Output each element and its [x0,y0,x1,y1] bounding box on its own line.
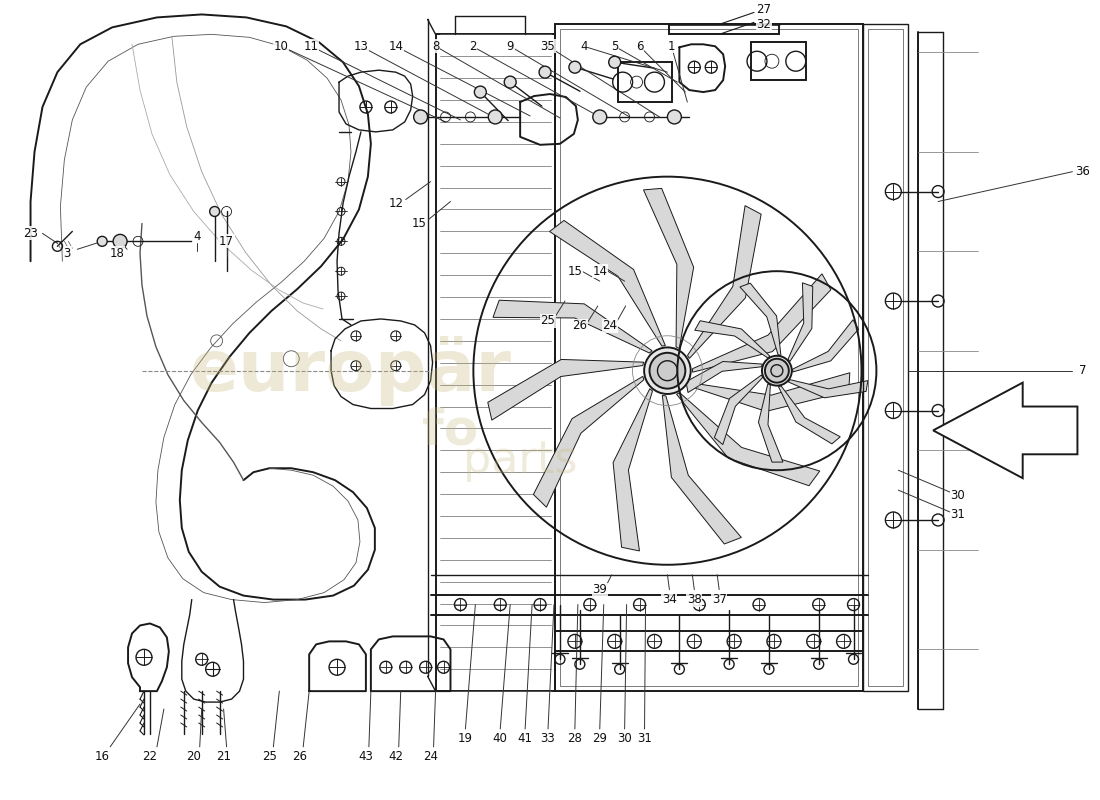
Polygon shape [644,188,694,349]
Text: 8: 8 [432,40,439,53]
Text: 42: 42 [388,750,404,763]
Circle shape [414,110,428,124]
Text: 5: 5 [610,40,618,53]
Circle shape [649,353,685,389]
Bar [618,62,672,102]
Polygon shape [793,320,858,372]
Bar [560,30,858,686]
Text: 14: 14 [388,40,404,53]
Polygon shape [695,321,770,358]
Text: 14: 14 [592,265,607,278]
Text: 23: 23 [23,227,38,240]
Text: 29: 29 [592,733,607,746]
Polygon shape [740,283,781,355]
Circle shape [488,110,503,124]
Text: parts: parts [463,438,578,482]
Circle shape [762,356,792,386]
Text: 7: 7 [1079,364,1086,378]
Text: 17: 17 [219,235,234,248]
Text: 6: 6 [636,40,644,53]
Text: 2: 2 [469,40,476,53]
Polygon shape [788,282,813,362]
Text: 31: 31 [950,509,966,522]
Text: 4: 4 [580,40,587,53]
Bar [751,42,806,80]
Text: 3: 3 [64,246,72,260]
Text: 15: 15 [568,265,582,278]
Polygon shape [487,359,644,420]
Circle shape [539,66,551,78]
Bar [868,30,903,686]
Text: 4: 4 [192,230,200,243]
Text: 35: 35 [540,40,556,53]
Polygon shape [779,386,840,444]
Text: 37: 37 [712,593,727,606]
Text: 39: 39 [592,583,607,596]
Text: 41: 41 [518,733,532,746]
Text: 11: 11 [304,40,319,53]
Polygon shape [759,384,783,462]
Text: 24: 24 [602,319,617,333]
Text: 28: 28 [568,733,582,746]
Text: 43: 43 [359,750,373,763]
Circle shape [608,56,620,68]
Polygon shape [550,221,666,346]
Text: 30: 30 [950,489,966,502]
Text: 13: 13 [353,40,369,53]
Text: 19: 19 [458,733,473,746]
Text: 20: 20 [186,750,201,763]
Text: 38: 38 [686,593,702,606]
Circle shape [593,110,607,124]
Polygon shape [688,373,850,411]
Circle shape [474,86,486,98]
Text: 21: 21 [216,750,231,763]
Text: fo: fo [422,406,478,454]
Text: 31: 31 [637,733,652,746]
Text: 33: 33 [540,733,556,746]
Circle shape [668,110,681,124]
Bar [556,24,864,691]
Circle shape [97,236,107,246]
Text: 27: 27 [757,3,771,16]
Circle shape [569,62,581,73]
Circle shape [645,347,691,394]
Text: 22: 22 [143,750,157,763]
Text: 18: 18 [110,246,124,260]
Polygon shape [686,362,762,393]
Circle shape [504,76,516,88]
Text: 25: 25 [540,314,556,327]
Circle shape [764,358,789,382]
Text: 26: 26 [292,750,307,763]
Text: europär: europär [190,336,512,406]
Text: 24: 24 [424,750,438,763]
Polygon shape [662,395,741,544]
Text: 25: 25 [262,750,277,763]
Polygon shape [493,300,652,353]
Text: 9: 9 [506,40,514,53]
Bar [436,34,556,691]
Text: 32: 32 [757,18,771,31]
Polygon shape [693,274,830,372]
Polygon shape [688,206,761,358]
Bar [864,24,909,691]
Text: 40: 40 [493,733,508,746]
Polygon shape [676,393,820,486]
Polygon shape [534,376,644,507]
Polygon shape [933,382,1077,478]
Text: 16: 16 [95,750,110,763]
Text: 26: 26 [572,319,587,333]
Text: 15: 15 [411,217,426,230]
Text: 36: 36 [1075,165,1090,178]
Text: 12: 12 [388,197,404,210]
Polygon shape [613,389,652,551]
Text: 10: 10 [274,40,288,53]
Text: 1: 1 [668,40,675,53]
Text: 30: 30 [617,733,632,746]
Polygon shape [714,375,762,445]
Polygon shape [789,380,868,398]
Circle shape [210,206,220,217]
Circle shape [113,234,128,248]
Text: 34: 34 [662,593,676,606]
